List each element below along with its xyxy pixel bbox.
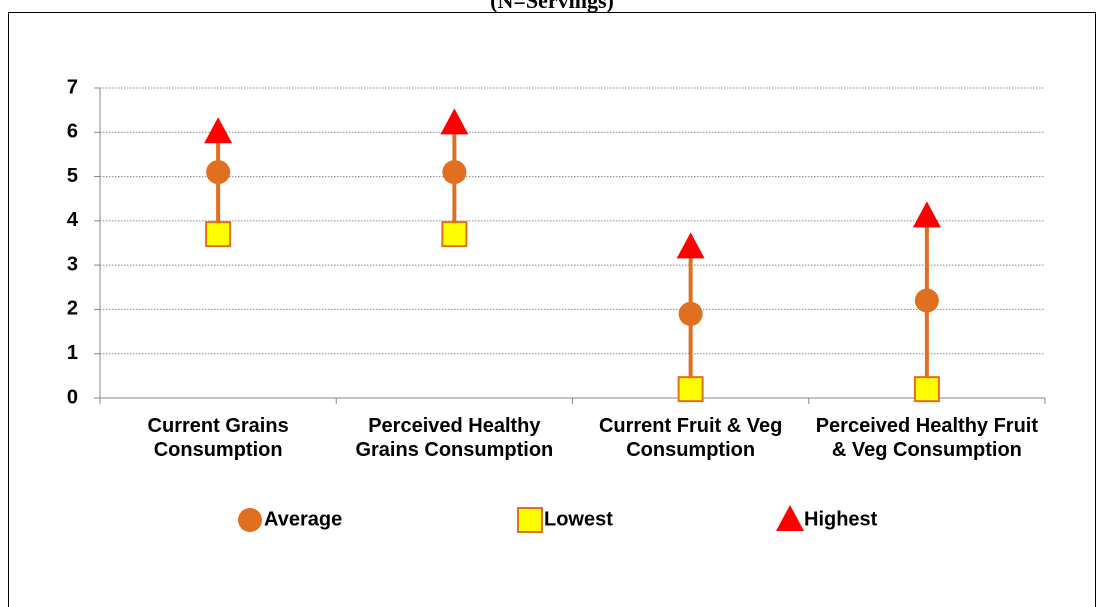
chart-border <box>8 12 1096 607</box>
y-tick-label: 3 <box>67 253 78 275</box>
lowest-marker <box>913 376 940 403</box>
y-tick-label: 0 <box>67 386 78 408</box>
legend-label: Highest <box>804 508 878 530</box>
highest-marker <box>912 201 941 228</box>
highest-marker <box>204 117 233 144</box>
x-tick-label: Perceived Healthy Fruit & Veg Consumptio… <box>815 415 1039 461</box>
legend-label: Lowest <box>544 508 613 530</box>
legend-label: Average <box>264 508 342 530</box>
chart-title: (N=Servings) <box>490 0 614 13</box>
highest-marker <box>440 108 469 135</box>
x-tick-label: Current Fruit & Veg Consumption <box>598 415 783 461</box>
y-tick-label: 1 <box>67 342 78 364</box>
y-tick-label: 5 <box>67 165 78 187</box>
lowest-marker <box>677 376 704 403</box>
average-marker <box>914 288 939 313</box>
x-tick-label: Perceived Healthy Grains Consumption <box>355 415 554 461</box>
lowest-marker <box>441 221 468 248</box>
highest-marker <box>676 232 705 259</box>
legend-marker <box>517 507 543 533</box>
average-marker <box>678 301 703 326</box>
legend-marker <box>776 505 804 531</box>
average-marker <box>206 160 231 185</box>
average-marker <box>442 160 467 185</box>
y-tick-label: 7 <box>67 76 78 98</box>
legend-marker <box>238 508 262 532</box>
lowest-marker <box>205 221 232 248</box>
x-tick-label: Current Grains Consumption <box>147 415 289 461</box>
y-tick-label: 2 <box>67 298 78 320</box>
y-tick-label: 4 <box>67 209 79 231</box>
y-tick-label: 6 <box>67 121 78 143</box>
